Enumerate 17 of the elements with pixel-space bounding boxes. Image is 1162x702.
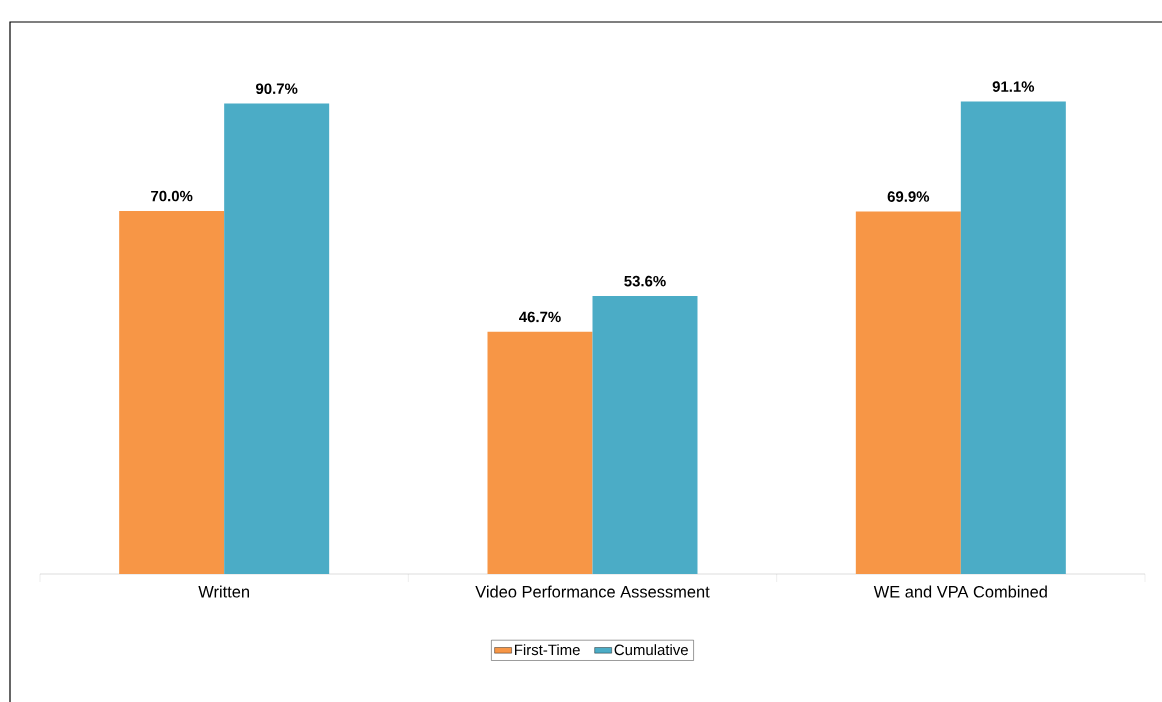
data-label: 70.0%: [151, 190, 193, 202]
bar: [592, 295, 698, 574]
data-label: 69.9%: [887, 191, 930, 202]
data-label: 91.1%: [992, 81, 1035, 92]
x-tick-label: Video Performance Assessment: [475, 585, 710, 598]
legend-label: First-Time: [515, 644, 580, 656]
data-label: 90.7%: [255, 83, 298, 94]
x-tick-label: Written: [198, 585, 249, 598]
bar: [224, 103, 330, 574]
data-label: 46.7%: [519, 311, 561, 323]
bar: [960, 101, 1066, 574]
data-label: 53.6%: [624, 275, 666, 287]
bar: [487, 331, 593, 574]
legend-label: Cumulative: [614, 644, 688, 656]
x-tick-label: WE and VPA Combined: [873, 585, 1047, 598]
bar: [855, 211, 961, 574]
bar: [119, 210, 225, 574]
